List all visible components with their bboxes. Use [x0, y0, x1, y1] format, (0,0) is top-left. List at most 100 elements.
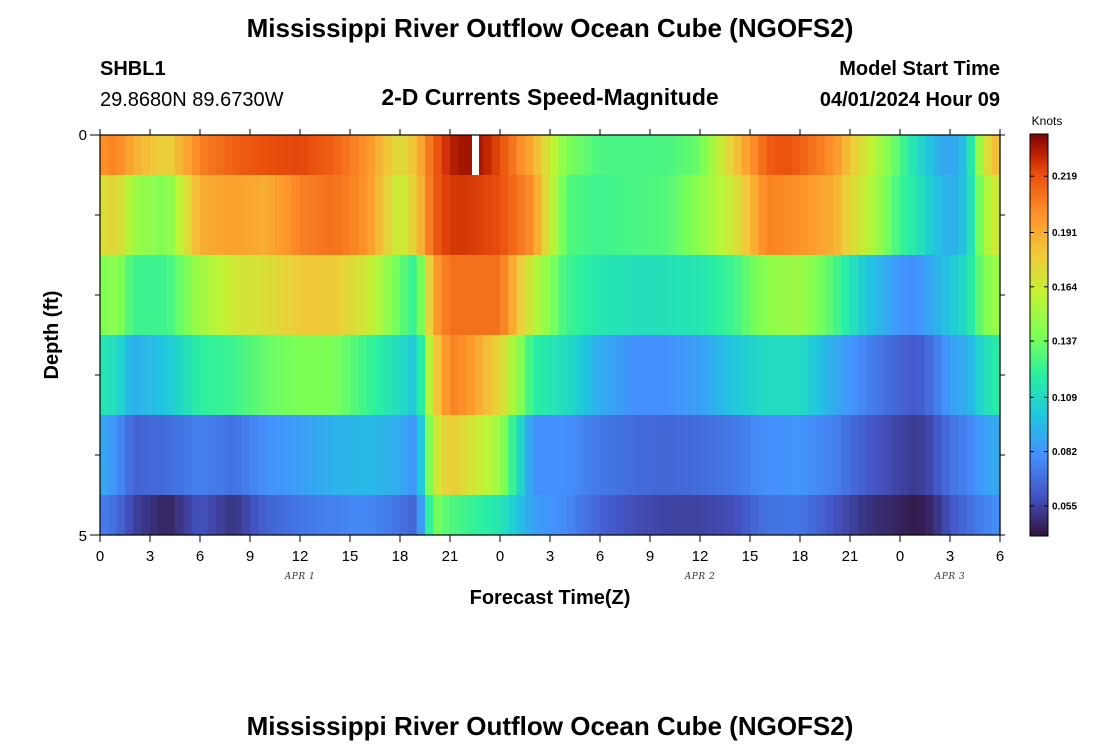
heatmap-cell	[450, 495, 459, 535]
heatmap-cell	[925, 335, 934, 415]
heatmap-cell	[583, 135, 593, 175]
heatmap-cell	[225, 255, 234, 335]
heatmap-cell	[200, 175, 209, 255]
heatmap-cell	[658, 415, 668, 495]
heatmap-cell	[700, 135, 709, 175]
heatmap-cell	[275, 175, 284, 255]
heatmap-cell	[683, 255, 693, 335]
heatmap-cell	[991, 495, 1001, 535]
heatmap-cell	[358, 415, 368, 495]
heatmap-cell	[833, 415, 843, 495]
heatmap-cell	[733, 255, 743, 335]
heatmap-cell	[283, 135, 293, 175]
heatmap-cell	[308, 135, 318, 175]
heatmap-cell	[625, 415, 634, 495]
heatmap-cell	[916, 335, 926, 415]
heatmap-cell	[883, 335, 893, 415]
heatmap-cell	[275, 135, 284, 175]
heatmap-cell	[383, 495, 393, 535]
x-tick-label: 12	[692, 548, 709, 565]
heatmap-cell	[433, 175, 443, 255]
heatmap-cell	[300, 175, 309, 255]
heatmap-cell	[516, 415, 526, 495]
heatmap-cell	[750, 175, 759, 255]
heatmap-cell	[850, 255, 859, 335]
heatmap-cell	[408, 335, 418, 415]
heatmap-cell	[491, 415, 501, 495]
heatmap-cell	[550, 495, 559, 535]
heatmap-cell	[491, 335, 501, 415]
heatmap-cell	[225, 135, 234, 175]
heatmap-cell	[600, 255, 609, 335]
heatmap-cell	[700, 335, 709, 415]
heatmap-cell	[741, 495, 751, 535]
heatmap-cell	[600, 415, 609, 495]
heatmap-cell	[808, 335, 818, 415]
heatmap-cell	[266, 335, 276, 415]
heatmap-cell	[866, 255, 876, 335]
heatmap-cell	[316, 495, 326, 535]
heatmap-cell	[750, 415, 759, 495]
heatmap-cell	[850, 335, 859, 415]
heatmap-cell	[783, 135, 793, 175]
heatmap-cell	[416, 415, 426, 495]
heatmap-cell	[658, 175, 668, 255]
heatmap-cell	[325, 415, 334, 495]
heatmap-cell	[741, 175, 751, 255]
heatmap-cell	[616, 135, 626, 175]
heatmap-cell	[116, 415, 126, 495]
heatmap-cell	[225, 495, 234, 535]
heatmap-cell	[758, 335, 768, 415]
heatmap-cell	[950, 135, 959, 175]
heatmap-cell	[608, 495, 618, 535]
heatmap-cell	[216, 175, 226, 255]
heatmap-cell	[566, 135, 576, 175]
heatmap-cell	[850, 415, 859, 495]
heatmap-cell	[958, 495, 968, 535]
heatmap-cell	[441, 495, 451, 535]
heatmap-cell	[225, 415, 234, 495]
heatmap-cell	[533, 495, 543, 535]
heatmap-cell	[708, 335, 718, 415]
heatmap-cell	[975, 135, 984, 175]
x-tick-label: 21	[842, 548, 859, 565]
heatmap-cell	[458, 255, 468, 335]
heatmap-cell	[183, 175, 193, 255]
heatmap-cell	[891, 335, 901, 415]
heatmap-cell	[200, 335, 209, 415]
heatmap-cell	[183, 495, 193, 535]
heatmap-cell	[316, 335, 326, 415]
heatmap-cell	[475, 175, 484, 255]
heatmap-cell	[983, 255, 993, 335]
heatmap-cell	[175, 335, 184, 415]
heatmap-cell	[325, 175, 334, 255]
heatmap-cell	[750, 495, 759, 535]
heatmap-cell	[158, 255, 168, 335]
heatmap-cell	[975, 415, 984, 495]
heatmap-cell	[925, 255, 934, 335]
x-tick-labels: 0 3 6 9 12 15 18 21 0 3 6 9 12 15 18 21 0 3 6	[96, 548, 1004, 565]
heatmap-cell	[466, 135, 476, 175]
heatmap-cell	[100, 255, 109, 335]
heatmap-cell	[941, 175, 951, 255]
heatmap-cell	[666, 495, 676, 535]
heatmap-cell	[125, 255, 134, 335]
heatmap-cell	[833, 255, 843, 335]
heatmap-cell	[600, 135, 609, 175]
heatmap-cell	[741, 335, 751, 415]
heatmap-cell	[991, 135, 1001, 175]
heatmap-cell	[775, 495, 784, 535]
heatmap-cell	[150, 255, 159, 335]
heatmap-cell	[941, 335, 951, 415]
colorbar-tick-label: 0.219	[1052, 172, 1077, 183]
heatmap-cell	[825, 335, 834, 415]
heatmap-cell	[425, 175, 434, 255]
heatmap-cell	[191, 135, 201, 175]
heatmap-cell	[633, 255, 643, 335]
x-tick-label: 0	[896, 548, 904, 565]
heatmap-cell	[208, 495, 218, 535]
heatmap-cell	[858, 175, 868, 255]
heatmap-cell	[125, 335, 134, 415]
heatmap-cell	[475, 495, 484, 535]
